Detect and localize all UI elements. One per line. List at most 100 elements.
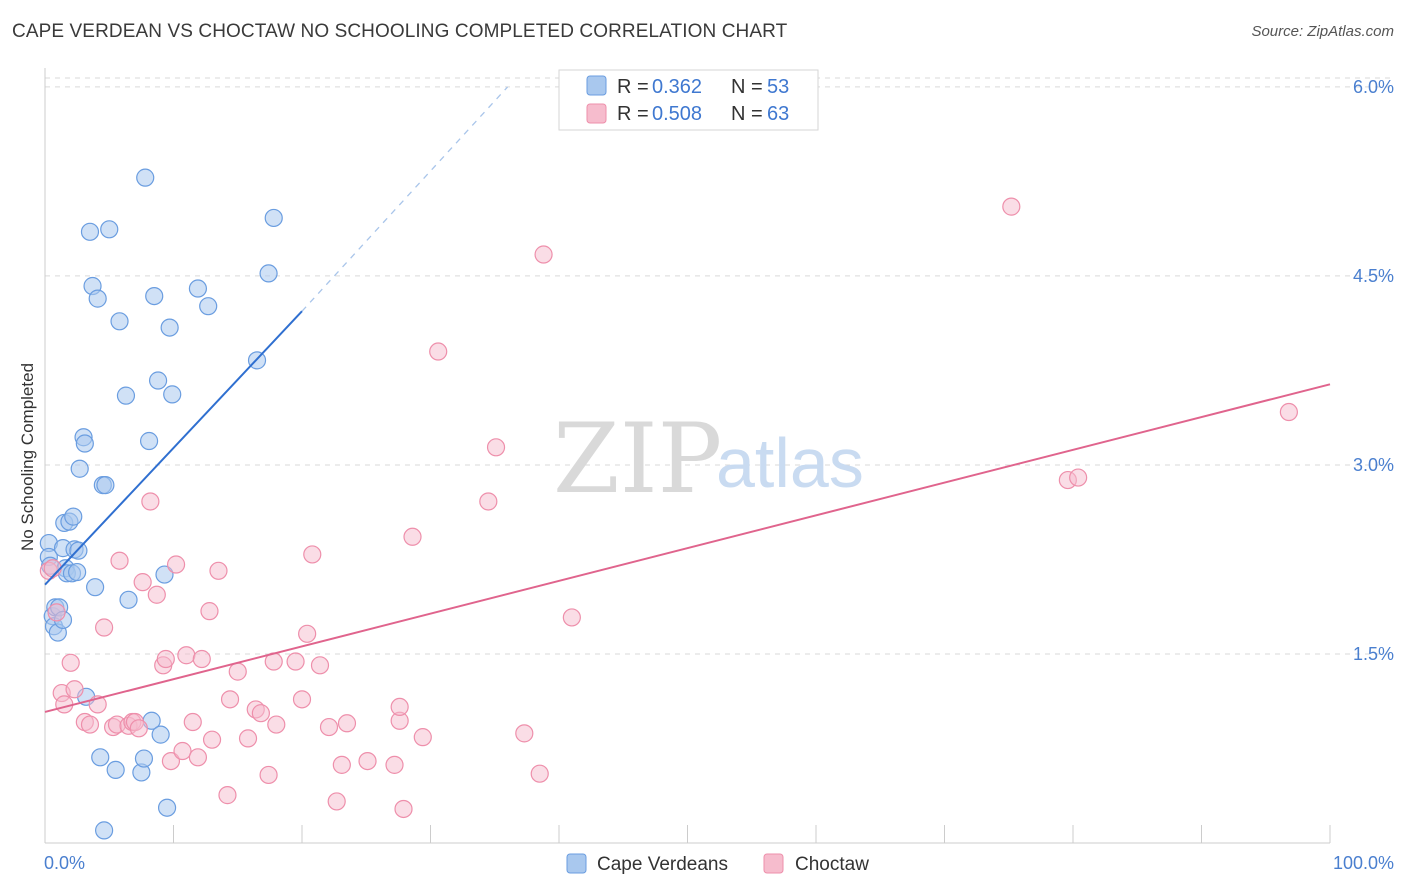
choctaw-point-50	[337, 714, 357, 733]
choctaw-point-48	[327, 792, 346, 811]
cape-verdean-point-43	[151, 725, 170, 744]
choctaw-point-6	[65, 680, 84, 699]
choctaw-point-23	[161, 751, 181, 771]
choctaw-point-36	[238, 729, 258, 748]
cape-verdean-point-37	[134, 749, 154, 768]
choctaw-point-30	[200, 602, 219, 621]
watermark-atlas: atlas	[716, 424, 864, 502]
choctaw-point-19	[141, 492, 160, 511]
watermark-zip: ZIP	[553, 403, 722, 515]
bottom-legend: Cape Verdeans Choctaw	[566, 853, 869, 875]
bottom-legend-label-cape-verdeans: Cape Verdeans	[597, 854, 728, 875]
cape-verdean-point-48	[188, 279, 208, 298]
y-tick-label-2: 4.5%	[1353, 266, 1394, 286]
cape-verdean-point-45	[157, 798, 177, 817]
choctaw-point-46	[310, 656, 330, 675]
cape-verdean-point-17	[68, 562, 87, 582]
choctaw-point-20	[147, 585, 166, 604]
choctaw-point-2	[47, 603, 66, 622]
y-tick-label-0: 1.5%	[1353, 644, 1394, 664]
cape-verdean-point-44	[155, 565, 174, 584]
chart-source: Source: ZipAtlas.com	[1251, 23, 1394, 40]
legend-n-value-1: 53	[767, 76, 789, 98]
bottom-legend-swatch-cape-verdeans	[566, 853, 587, 874]
choctaw-point-47	[319, 717, 339, 737]
bottom-legend-label-choctaw: Choctaw	[795, 854, 869, 875]
choctaw-point-49	[332, 755, 351, 774]
series-cape-verdeans-points	[39, 168, 283, 840]
series-choctaw-points	[39, 197, 1298, 819]
x-tick-label-min: 0.0%	[44, 853, 85, 873]
choctaw-point-64	[562, 608, 581, 627]
choctaw-point-55	[394, 799, 413, 819]
x-tick-label-max: 100.0%	[1333, 853, 1394, 873]
cape-verdean-point-41	[145, 286, 164, 306]
trend-lines	[44, 86, 1331, 713]
choctaw-point-18	[133, 573, 152, 592]
choctaw-point-68	[1279, 402, 1298, 422]
cape-verdean-point-21	[75, 434, 94, 453]
cape-verdean-point-42	[148, 371, 168, 390]
choctaw-point-35	[228, 662, 247, 681]
choctaw-point-26	[177, 646, 196, 665]
choctaw-point-8	[80, 715, 100, 734]
bottom-legend-swatch-choctaw	[763, 853, 784, 874]
cape-verdean-point-15	[64, 507, 83, 526]
cape-verdean-point-27	[91, 748, 110, 767]
choctaw-point-58	[429, 342, 448, 361]
legend-r-label-1: R =	[617, 76, 649, 98]
choctaw-point-42	[286, 652, 305, 671]
cape-verdean-point-34	[116, 386, 136, 405]
cape-verdean-point-46	[160, 318, 179, 337]
cape-verdean-point-30	[96, 476, 115, 495]
choctaw-point-65	[1002, 197, 1021, 216]
choctaw-point-13	[110, 551, 129, 570]
cape-verdean-point-26	[88, 289, 107, 308]
choctaw-point-52	[385, 755, 404, 774]
choctaw-point-28	[188, 748, 208, 767]
choctaw-point-33	[218, 786, 237, 805]
cape-verdean-point-33	[110, 312, 129, 331]
choctaw-point-45	[303, 545, 322, 564]
y-tick-labels: 1.5% 3.0% 4.5% 6.0%	[1353, 77, 1394, 664]
trend-line-choctaw	[44, 383, 1331, 713]
legend-r-label-2: R =	[617, 103, 649, 125]
choctaw-point-43	[292, 690, 312, 709]
legend-n-label-1: N =	[731, 76, 763, 98]
choctaw-point-24	[166, 555, 186, 574]
choctaw-point-4	[55, 695, 74, 714]
choctaw-point-31	[202, 730, 222, 749]
choctaw-point-1	[43, 559, 62, 578]
cape-verdean-point-29	[95, 821, 114, 840]
axes	[44, 68, 1331, 844]
y-tick-label-3: 6.0%	[1353, 77, 1394, 97]
choctaw-point-62	[530, 764, 549, 783]
cape-verdean-point-35	[119, 590, 138, 609]
y-axis-label: No Schooling Completed	[18, 363, 37, 551]
choctaw-point-67	[1069, 468, 1088, 487]
cape-verdean-point-25	[86, 578, 105, 597]
cape-verdean-point-49	[199, 297, 218, 316]
chart-title: CAPE VERDEAN VS CHOCTAW NO SCHOOLING COM…	[12, 21, 788, 42]
gridlines	[45, 77, 1395, 655]
cape-verdean-point-51	[259, 264, 278, 283]
trend-line-cape-verdeans	[44, 310, 303, 586]
choctaw-point-32	[209, 561, 228, 580]
cape-verdean-point-38	[136, 168, 155, 187]
cape-verdean-point-39	[139, 431, 159, 451]
legend-box: R = 0.362 N = 53 R = 0.508 N = 63	[558, 69, 819, 131]
legend-r-value-2: 0.508	[652, 103, 702, 125]
choctaw-point-51	[358, 751, 377, 771]
choctaw-point-22	[156, 649, 175, 669]
choctaw-point-61	[515, 724, 534, 743]
y-tick-label-1: 3.0%	[1353, 455, 1394, 475]
legend-n-value-2: 63	[767, 103, 789, 125]
choctaw-point-27	[183, 712, 202, 732]
choctaw-point-10	[95, 618, 114, 637]
legend-swatch-choctaw	[586, 103, 607, 124]
choctaw-point-56	[403, 527, 422, 546]
choctaw-point-60	[486, 438, 506, 457]
cape-verdean-point-31	[100, 220, 119, 239]
choctaw-point-29	[192, 649, 211, 669]
